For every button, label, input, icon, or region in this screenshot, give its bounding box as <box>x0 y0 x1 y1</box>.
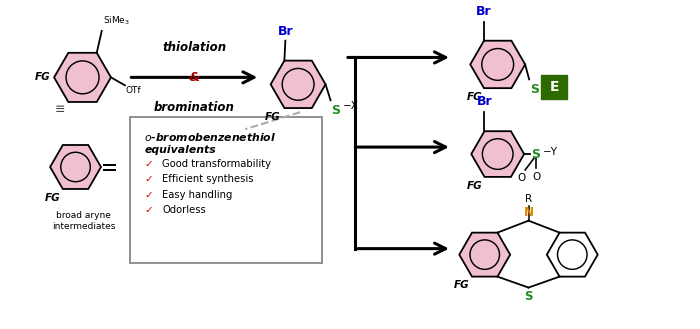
Text: SiMe$_3$: SiMe$_3$ <box>103 14 130 27</box>
Text: ✓: ✓ <box>144 205 153 215</box>
Text: ≡: ≡ <box>55 103 65 116</box>
Text: bromination: bromination <box>154 101 234 114</box>
Text: thiolation: thiolation <box>162 41 226 55</box>
Text: Br: Br <box>476 5 492 18</box>
Text: Efficient synthesis: Efficient synthesis <box>162 174 254 185</box>
Text: O: O <box>517 173 525 183</box>
Text: FG: FG <box>46 193 61 203</box>
Text: FG: FG <box>34 72 50 82</box>
Text: ✓: ✓ <box>144 174 153 185</box>
Text: FG: FG <box>466 92 482 102</box>
Text: N: N <box>524 206 533 219</box>
Text: FG: FG <box>467 181 482 191</box>
Text: broad aryne: broad aryne <box>56 211 111 220</box>
Text: S: S <box>524 290 533 303</box>
Text: ✓: ✓ <box>144 159 153 169</box>
Polygon shape <box>54 53 111 102</box>
Text: R: R <box>525 194 532 204</box>
Text: O: O <box>532 172 540 182</box>
Text: −X: −X <box>342 101 358 111</box>
Text: OTf: OTf <box>126 86 141 95</box>
Text: FG: FG <box>265 112 281 122</box>
Polygon shape <box>459 233 510 277</box>
Text: ✓: ✓ <box>144 190 153 200</box>
Polygon shape <box>50 145 101 189</box>
Text: $o$-bromobenzenethiol: $o$-bromobenzenethiol <box>144 131 276 143</box>
Text: S: S <box>332 104 340 117</box>
Text: FG: FG <box>454 280 469 290</box>
Text: S: S <box>531 147 540 161</box>
Text: equivalents: equivalents <box>144 145 216 155</box>
Text: Br: Br <box>477 95 492 108</box>
Text: −Y: −Y <box>543 147 558 157</box>
Text: Good transformability: Good transformability <box>162 159 272 169</box>
Polygon shape <box>471 131 524 177</box>
Text: S: S <box>530 83 539 96</box>
Text: Br: Br <box>278 25 293 38</box>
FancyBboxPatch shape <box>130 117 322 263</box>
Text: Easy handling: Easy handling <box>162 190 232 200</box>
FancyBboxPatch shape <box>541 75 567 99</box>
Text: Odorless: Odorless <box>162 205 206 215</box>
Polygon shape <box>271 61 326 108</box>
Polygon shape <box>470 41 525 88</box>
Text: intermediates: intermediates <box>52 222 116 231</box>
Text: E: E <box>550 80 559 94</box>
Text: &: & <box>188 71 200 84</box>
Polygon shape <box>547 233 598 277</box>
